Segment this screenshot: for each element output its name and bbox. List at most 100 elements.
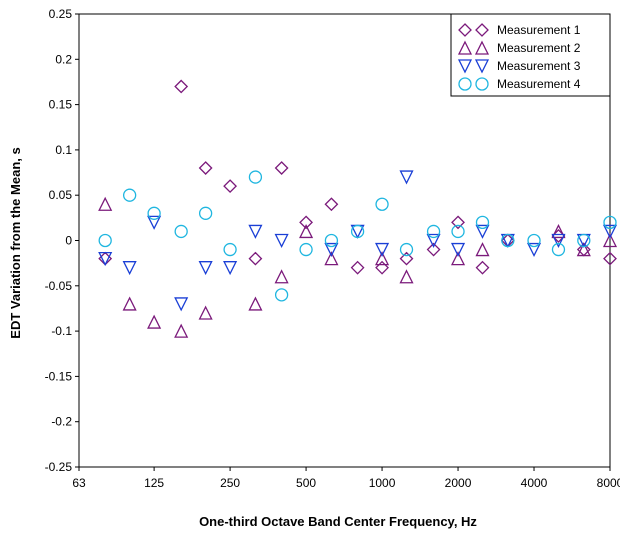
data-point-measurement-1 [451,215,465,230]
data-point-measurement-1 [399,251,414,266]
data-point-measurement-2 [198,305,213,320]
data-point-measurement-1 [174,79,189,94]
data-point-measurement-4 [174,224,188,239]
data-point-measurement-1 [475,260,490,275]
legend-marker [474,40,490,55]
y-tick-label: 0.05 [49,188,73,202]
data-point-measurement-3 [248,224,263,239]
data-point-measurement-2 [147,314,162,329]
data-point-measurement-2 [602,233,618,248]
data-point-measurement-4 [399,242,414,257]
data-point-measurement-1 [426,242,441,257]
x-tick-label: 250 [220,476,240,490]
data-point-measurement-1 [350,260,365,275]
data-point-measurement-3 [198,261,213,276]
data-point-measurement-2 [122,296,137,311]
data-point-measurement-2 [324,251,339,266]
data-point-measurement-3 [526,242,542,258]
data-point-measurement-3 [98,251,113,267]
data-point-measurement-1 [375,260,389,275]
x-tick-label: 2000 [445,476,472,490]
data-point-measurement-1 [198,161,213,175]
y-tick-label: 0.15 [49,98,73,112]
data-point-measurement-3 [223,261,238,276]
legend-marker [458,23,472,37]
data-point-measurement-2 [576,242,591,257]
y-tick-label: -0.2 [51,415,72,429]
legend-marker [474,59,490,74]
y-tick-label: 0.1 [55,143,72,157]
data-point-measurement-2 [174,323,189,338]
data-point-measurement-3 [475,224,490,239]
data-point-measurement-2 [248,296,263,311]
legend-marker [475,23,489,37]
data-point-measurement-4 [198,206,213,220]
data-point-measurement-3 [426,233,441,248]
data-point-measurement-1 [248,251,263,266]
data-point-measurement-4 [426,224,441,239]
legend-label: Measurement 3 [497,59,581,73]
data-point-measurement-4 [577,233,591,248]
y-tick-label: -0.05 [45,279,73,293]
data-point-measurement-4 [324,233,339,248]
data-point-measurement-4 [475,215,490,230]
data-point-measurement-2 [551,223,566,239]
data-point-measurement-3 [399,170,414,185]
data-point-measurement-4 [603,215,617,230]
legend-marker [475,77,489,91]
data-point-measurement-4 [122,188,137,202]
y-tick-label: 0 [65,234,72,248]
x-tick-label: 8000 [597,476,620,490]
data-point-measurement-4 [350,224,365,239]
legend-marker [457,59,473,74]
data-point-measurement-1 [299,215,313,230]
data-point-measurement-3 [324,242,339,258]
data-point-measurement-3 [274,233,289,248]
legend-label: Measurement 4 [497,77,581,91]
data-point-measurement-4 [248,170,263,184]
data-point-measurement-3 [450,242,466,258]
data-point-measurement-3 [602,224,618,239]
data-point-measurement-3 [122,261,137,276]
x-tick-label: 1000 [369,476,396,490]
data-point-measurement-2 [299,223,314,239]
legend-marker [458,77,472,91]
x-axis-label: One-third Octave Band Center Frequency, … [199,514,477,529]
data-point-measurement-4 [375,197,389,211]
axis-ticks: -0.25 -0.2 -0.15 -0.1 -0.05 0 0.05 0.1 0.15 0.2 0.… [45,7,620,490]
data-point-measurement-1 [274,161,289,175]
legend: Measurement 1 Measurement 2 Measurement 3 M… [450,13,611,97]
data-point-measurement-2 [274,269,289,284]
data-point-measurement-2 [375,251,390,266]
data-points [98,79,618,338]
data-point-measurement-4 [147,206,161,220]
data-point-measurement-4 [223,242,237,257]
data-point-measurement-2 [475,242,490,257]
x-tick-label: 125 [144,476,164,490]
y-tick-label: -0.1 [51,324,72,338]
data-point-measurement-4 [451,224,465,239]
data-point-measurement-3 [174,297,189,312]
y-tick-label: 0.2 [55,52,72,66]
y-tick-label: -0.15 [45,369,73,383]
legend-marker [457,40,473,55]
x-tick-label: 4000 [521,476,548,490]
data-point-measurement-3 [147,215,162,230]
y-axis-label: EDT Variation from the Mean, s [8,147,23,338]
data-point-measurement-4 [98,233,112,248]
x-tick-label: 500 [296,476,316,490]
data-point-measurement-3 [375,242,390,258]
data-point-measurement-4 [551,242,566,257]
legend-label: Measurement 1 [497,23,581,37]
data-point-measurement-3 [551,233,566,248]
legend-label: Measurement 2 [497,41,581,55]
data-point-measurement-2 [98,196,113,211]
data-point-measurement-4 [299,242,313,257]
y-tick-label: -0.25 [45,460,73,474]
data-point-measurement-4 [501,233,515,248]
x-tick-label: 63 [72,476,86,490]
data-point-measurement-4 [274,288,289,302]
data-point-measurement-4 [527,233,541,248]
data-point-measurement-1 [223,179,238,194]
y-tick-label: 0.25 [49,7,73,21]
